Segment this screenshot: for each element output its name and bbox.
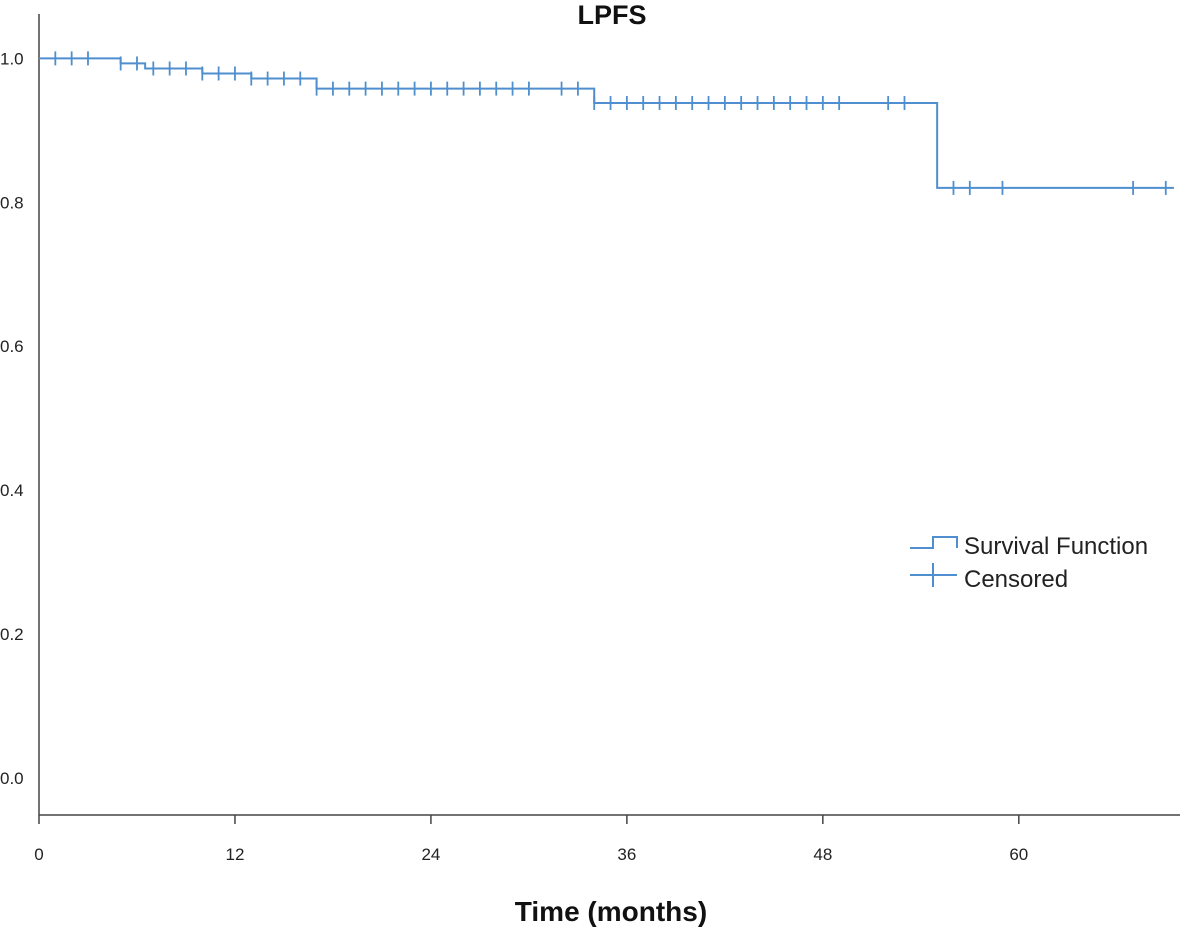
y-axis-ticks: 0.0 0.2 0.4 0.6 0.8 1.0 (0, 49, 24, 788)
x-tick-label: 48 (813, 845, 832, 864)
y-tick-label: 0.8 (0, 193, 24, 212)
legend-label-survival-function: Survival Function (964, 533, 1148, 560)
legend-tick-symbol (910, 563, 957, 587)
y-tick-label: 0.6 (0, 337, 24, 356)
x-tick-label: 0 (34, 845, 43, 864)
y-tick-label: 0.0 (0, 769, 24, 788)
x-axis-ticks: 0 12 24 36 48 60 (34, 815, 1028, 864)
x-tick-label: 60 (1009, 845, 1028, 864)
x-tick-label: 24 (421, 845, 440, 864)
legend: Survival Function Censored (910, 533, 1148, 593)
x-axis-label: Time (months) (515, 896, 707, 927)
y-tick-label: 0.2 (0, 625, 24, 644)
x-tick-label: 36 (617, 845, 636, 864)
chart-title: LPFS (577, 0, 646, 30)
legend-label-censored: Censored (964, 566, 1068, 593)
survival-function-line (39, 57, 1174, 189)
x-tick-label: 12 (225, 845, 244, 864)
legend-step-symbol (910, 536, 958, 549)
y-tick-label: 0.4 (0, 481, 24, 500)
y-tick-label: 1.0 (0, 49, 24, 68)
plot-area (39, 51, 1174, 195)
